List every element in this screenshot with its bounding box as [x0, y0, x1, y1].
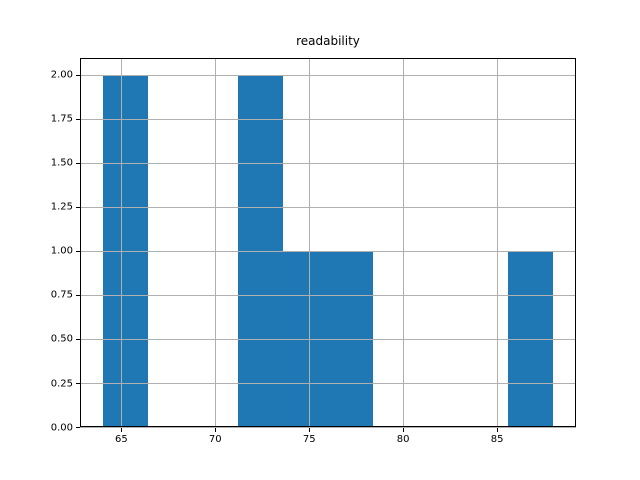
y-gridline: [80, 118, 576, 120]
y-tick-mark: [76, 250, 80, 252]
y-tick-label: 1.25: [50, 201, 73, 213]
x-tick-label: 75: [302, 433, 316, 445]
y-tick-label: 1.50: [50, 157, 73, 169]
x-tick-mark: [214, 427, 216, 432]
x-gridline: [214, 57, 216, 428]
y-tick-label: 1.00: [50, 245, 73, 257]
x-tick-label: 85: [490, 433, 504, 445]
y-tick-label: 1.75: [50, 113, 73, 125]
x-tick-mark: [120, 427, 122, 432]
chart-title: readability: [296, 34, 360, 48]
y-tick-mark: [76, 427, 80, 429]
x-gridline: [308, 57, 310, 428]
y-tick-mark: [76, 383, 80, 385]
y-tick-mark: [76, 206, 80, 208]
x-tick-label: 80: [396, 433, 410, 445]
y-tick-mark: [76, 74, 80, 76]
y-gridline: [80, 338, 576, 340]
y-tick-label: 0.50: [50, 333, 73, 345]
x-tick-label: 65: [114, 433, 128, 445]
y-gridline: [80, 162, 576, 164]
x-tick-mark: [308, 427, 310, 432]
x-gridline: [496, 57, 498, 428]
axis-layer: 65 70 75 80 85 0.00 0.25 0.50 0.75 1.00 1.25 1.50 1.…: [51, 58, 576, 445]
y-tick-mark: [76, 162, 80, 164]
y-tick-label: 0.00: [50, 422, 73, 434]
plot-area: 65 70 75 80 85 0.00 0.25 0.50 0.75 1.00 1.25 1.50 1.…: [51, 57, 576, 445]
y-gridline: [80, 294, 576, 296]
y-tick-mark: [76, 338, 80, 340]
y-tick-label: 0.25: [50, 378, 73, 390]
y-tick-label: 0.75: [50, 289, 73, 301]
y-gridline: [80, 74, 576, 76]
x-tick-mark: [496, 427, 498, 432]
y-gridline: [80, 206, 576, 208]
x-gridline: [402, 57, 404, 428]
y-gridline: [80, 383, 576, 385]
x-gridline: [120, 57, 122, 428]
y-gridline: [80, 427, 576, 429]
x-tick-label: 70: [208, 433, 222, 445]
y-tick-mark: [76, 294, 80, 296]
grid-layer: [80, 57, 576, 429]
y-gridline: [80, 250, 576, 252]
y-tick-mark: [76, 118, 80, 120]
y-tick-label: 2.00: [50, 69, 73, 81]
x-tick-mark: [402, 427, 404, 432]
